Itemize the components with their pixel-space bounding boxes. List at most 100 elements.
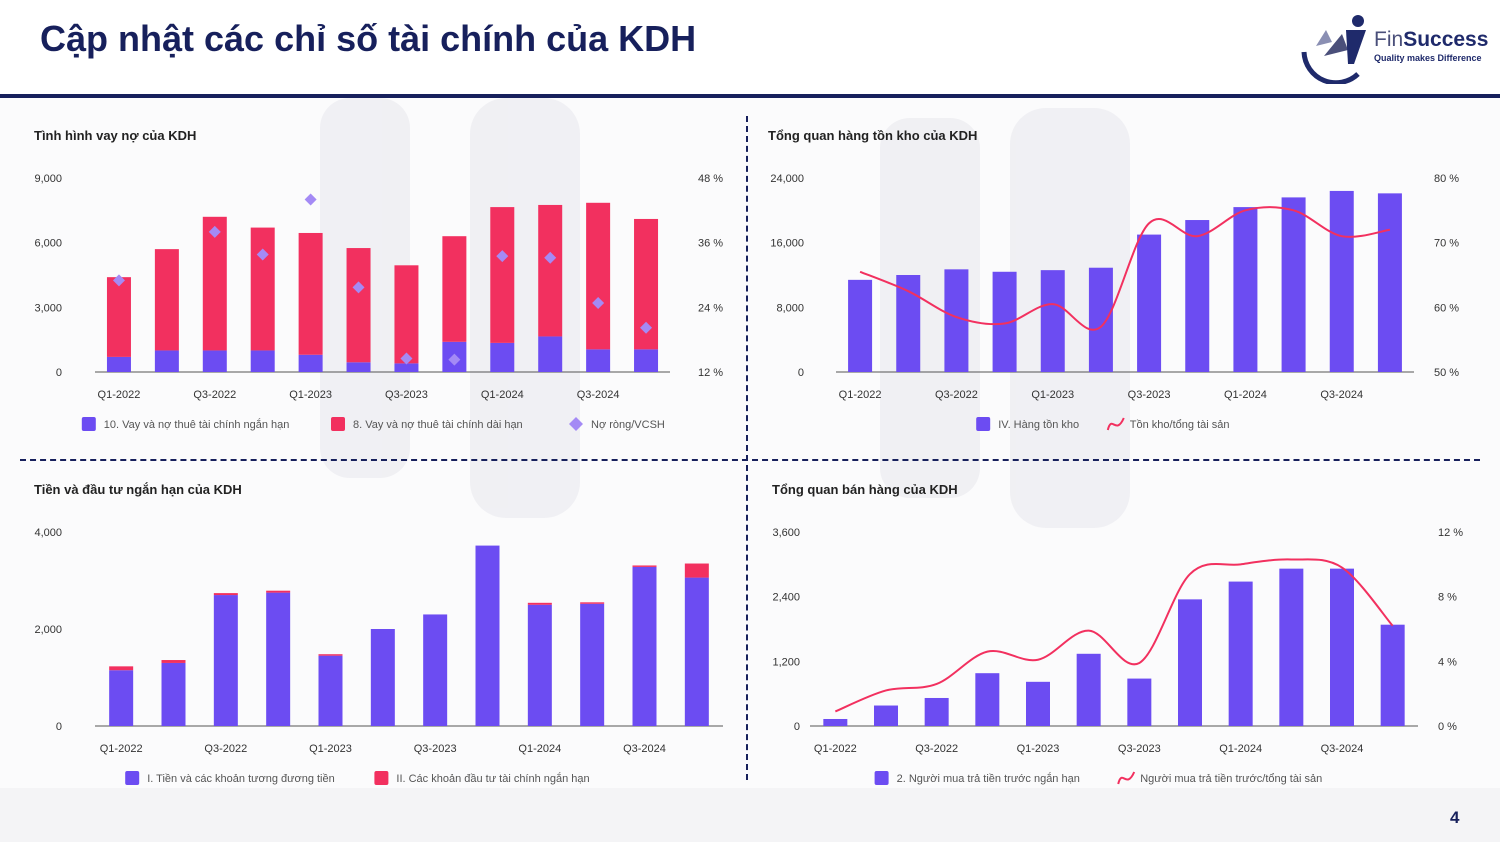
bar xyxy=(1026,681,1050,726)
bar xyxy=(1076,653,1101,726)
bar xyxy=(370,629,395,726)
panel-sales-chart: 0 1,200 2,400 3,600 0 % 4 % 8 % 12 % Q1-2022 Q3-2… xyxy=(758,452,1484,792)
bar xyxy=(1330,568,1354,726)
bar xyxy=(213,595,238,726)
bar xyxy=(154,249,179,351)
y-right-tick-label: 12 % xyxy=(698,367,723,379)
y-left-tick-label: 16,000 xyxy=(770,238,804,250)
bar xyxy=(346,362,371,372)
y-left-tick-label: 6,000 xyxy=(34,238,62,250)
marker-point xyxy=(304,193,317,206)
bar xyxy=(632,565,657,567)
bar xyxy=(250,227,275,351)
legend-swatch xyxy=(976,417,991,431)
legend-label: Người mua trả tiền trước/tổng tài sản xyxy=(1140,773,1322,785)
chart-title-cash: Tiền và đầu tư ngắn hạn của KDH xyxy=(34,482,242,497)
bar xyxy=(1040,270,1065,372)
marker-point xyxy=(112,274,125,287)
x-tick-label: Q3-2022 xyxy=(193,389,236,401)
y-left-tick-label: 2,400 xyxy=(772,592,800,604)
x-tick-label: Q1-2023 xyxy=(1017,743,1060,755)
x-tick-label: Q1-2023 xyxy=(309,743,352,755)
x-tick-label: Q1-2024 xyxy=(518,743,561,755)
legend-swatch xyxy=(374,771,389,785)
bar xyxy=(684,563,709,578)
y-right-tick-label: 0 % xyxy=(1438,721,1457,733)
legend-swatch xyxy=(125,771,140,785)
panel-inventory-chart: 0 8,000 16,000 24,000 50 % 60 % 70 % 80 % Q1-202… xyxy=(754,98,1484,458)
bar xyxy=(538,204,563,337)
bar xyxy=(109,666,134,671)
x-tick-label: Q3-2023 xyxy=(1118,743,1161,755)
x-tick-label: Q3-2024 xyxy=(1320,389,1363,401)
legend-swatch xyxy=(1106,417,1125,431)
legend-label: Tồn kho/tổng tài sản xyxy=(1130,419,1230,431)
legend-swatch xyxy=(874,771,889,785)
bar xyxy=(874,705,898,726)
y-left-tick-label: 3,000 xyxy=(34,302,62,314)
header: Cập nhật các chỉ số tài chính của KDH Fi… xyxy=(0,0,1500,94)
legend-item: I. Tiền và các khoản tương đương tiền xyxy=(125,771,335,785)
y-left-tick-label: 0 xyxy=(56,367,62,379)
legend-item: 10. Vay và nợ thuê tài chính ngắn hạn xyxy=(81,417,290,431)
bar xyxy=(684,577,709,726)
bar xyxy=(154,350,179,372)
legend-label: 8. Vay và nợ thuê tài chính dài hạn xyxy=(353,419,523,431)
bar xyxy=(527,602,552,605)
x-tick-label: Q1-2022 xyxy=(814,743,857,755)
y-left-tick-label: 1,200 xyxy=(772,656,800,668)
bar xyxy=(109,670,134,726)
bar xyxy=(632,566,657,726)
logo-name: FinSuccess xyxy=(1374,28,1488,52)
logo: FinSuccess Quality makes Difference xyxy=(1296,12,1488,86)
bar xyxy=(394,363,419,372)
x-tick-label: Q1-2024 xyxy=(481,389,524,401)
legend-label: IV. Hàng tồn kho xyxy=(998,419,1079,431)
y-left-tick-label: 4,000 xyxy=(34,527,62,539)
bar xyxy=(161,662,186,726)
bar xyxy=(580,602,605,604)
y-right-tick-label: 24 % xyxy=(698,302,723,314)
legend-item: II. Các khoản đầu tư tài chính ngắn hạn xyxy=(374,771,590,785)
bar xyxy=(490,207,515,343)
bar xyxy=(538,336,563,372)
y-right-tick-label: 12 % xyxy=(1438,527,1463,539)
panel-cash-chart: 0 2,000 4,000 Q1-2022 Q3-2022 Q1-2023 Q3-2023 Q… xyxy=(20,452,740,792)
y-right-tick-label: 8 % xyxy=(1438,592,1457,604)
chart-debt-svg: 0 3,000 6,000 9,000 12 % 24 % 36 % 48 % Q1-2022 Q… xyxy=(34,173,723,431)
bar xyxy=(1127,678,1152,726)
bar xyxy=(634,349,659,372)
x-tick-label: Q1-2024 xyxy=(1219,743,1262,755)
legend-item: 2. Người mua trả tiền trước ngắn hạn xyxy=(874,771,1080,785)
legend-swatch xyxy=(81,417,96,431)
legend-label: I. Tiền và các khoản tương đương tiền xyxy=(147,773,335,785)
x-tick-label: Q1-2022 xyxy=(839,389,882,401)
bar xyxy=(298,354,323,372)
bar xyxy=(266,592,291,726)
y-left-tick-label: 0 xyxy=(56,721,62,733)
x-tick-label: Q3-2023 xyxy=(414,743,457,755)
y-left-tick-label: 8,000 xyxy=(776,302,804,314)
x-tick-label: Q3-2023 xyxy=(385,389,428,401)
y-left-tick-label: 0 xyxy=(798,367,804,379)
bar xyxy=(1329,190,1354,372)
x-tick-label: Q1-2024 xyxy=(1224,389,1267,401)
bar xyxy=(318,655,343,726)
chart-title-inventory: Tổng quan hàng tồn kho của KDH xyxy=(768,128,978,143)
header-rule xyxy=(0,94,1500,98)
bar xyxy=(423,614,448,726)
x-tick-label: Q3-2024 xyxy=(1321,743,1364,755)
logo-name-suffix: Success xyxy=(1403,28,1489,51)
bar xyxy=(475,545,500,726)
legend-swatch xyxy=(569,417,583,431)
x-tick-label: Q1-2023 xyxy=(289,389,332,401)
x-tick-label: Q1-2022 xyxy=(98,389,141,401)
bar xyxy=(975,673,1000,726)
bar xyxy=(161,660,186,663)
legend-label: 10. Vay và nợ thuê tài chính ngắn hạn xyxy=(104,418,290,431)
y-right-tick-label: 4 % xyxy=(1438,656,1457,668)
y-left-tick-label: 0 xyxy=(794,721,800,733)
bar xyxy=(848,279,873,372)
x-tick-label: Q3-2022 xyxy=(915,743,958,755)
marker-point xyxy=(400,352,413,365)
